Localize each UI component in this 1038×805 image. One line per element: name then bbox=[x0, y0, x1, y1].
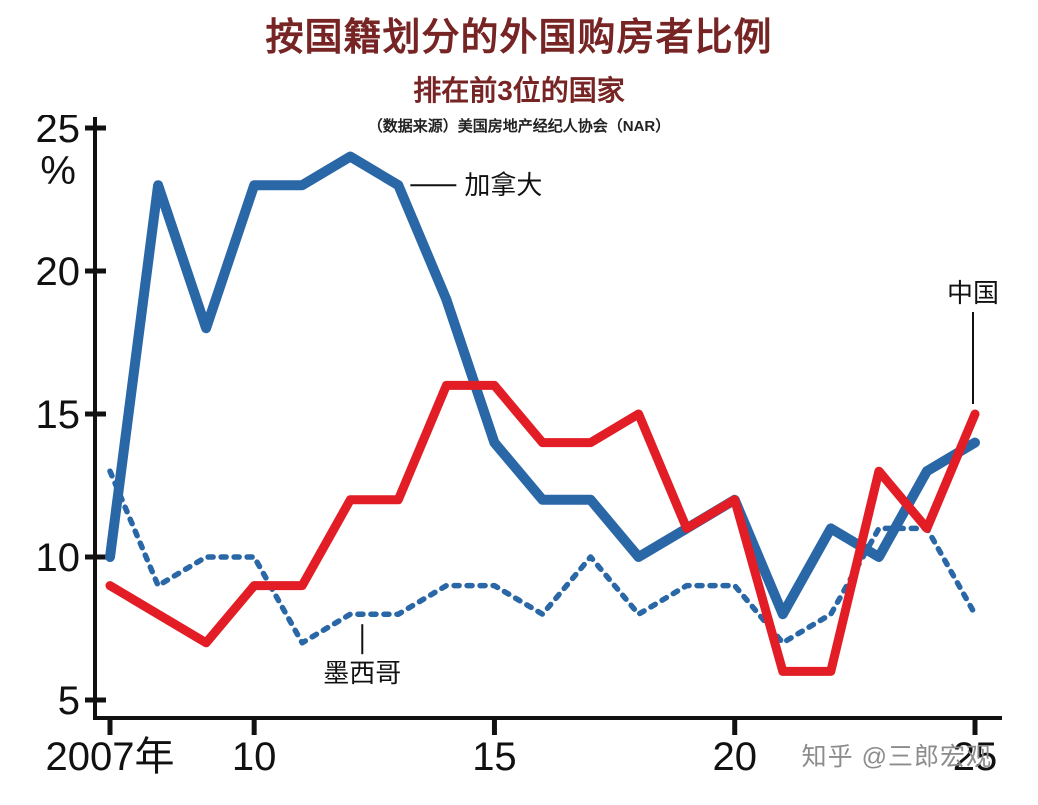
annotation-label: 墨西哥 bbox=[323, 658, 401, 688]
y-tick-label: 20 bbox=[36, 250, 81, 294]
x-tick-label: 20 bbox=[712, 735, 757, 779]
x-tick-label: 2007年 bbox=[46, 735, 175, 779]
series-line-加拿大 bbox=[105, 151, 980, 620]
y-tick-label: 10 bbox=[36, 536, 81, 580]
chart-title: 按国籍划分的外国购房者比例 bbox=[265, 17, 773, 59]
y-tick-label: 25 bbox=[36, 115, 81, 151]
y-axis-unit: % bbox=[40, 149, 76, 193]
x-tick-label: 25 bbox=[953, 735, 998, 779]
annotation-label: 中国 bbox=[947, 278, 999, 308]
series-line-中国 bbox=[105, 380, 980, 676]
annotation-label: 加拿大 bbox=[464, 170, 542, 200]
y-tick-label: 15 bbox=[36, 393, 81, 437]
chart-source: （数据来源）美国房地产经纪人协会（NAR） bbox=[367, 118, 671, 135]
series-line-墨西哥 bbox=[107, 468, 978, 646]
chart-subtitle: 排在前3位的国家 bbox=[413, 75, 625, 106]
x-tick-label: 15 bbox=[472, 735, 517, 779]
chart-header: 按国籍划分的外国购房者比例 排在前3位的国家 （数据来源）美国房地产经纪人协会（… bbox=[0, 0, 1038, 136]
y-tick-label: 5 bbox=[58, 679, 80, 723]
x-tick-label: 10 bbox=[232, 735, 277, 779]
watermark: 知乎 @三郎宏观 bbox=[801, 743, 992, 771]
